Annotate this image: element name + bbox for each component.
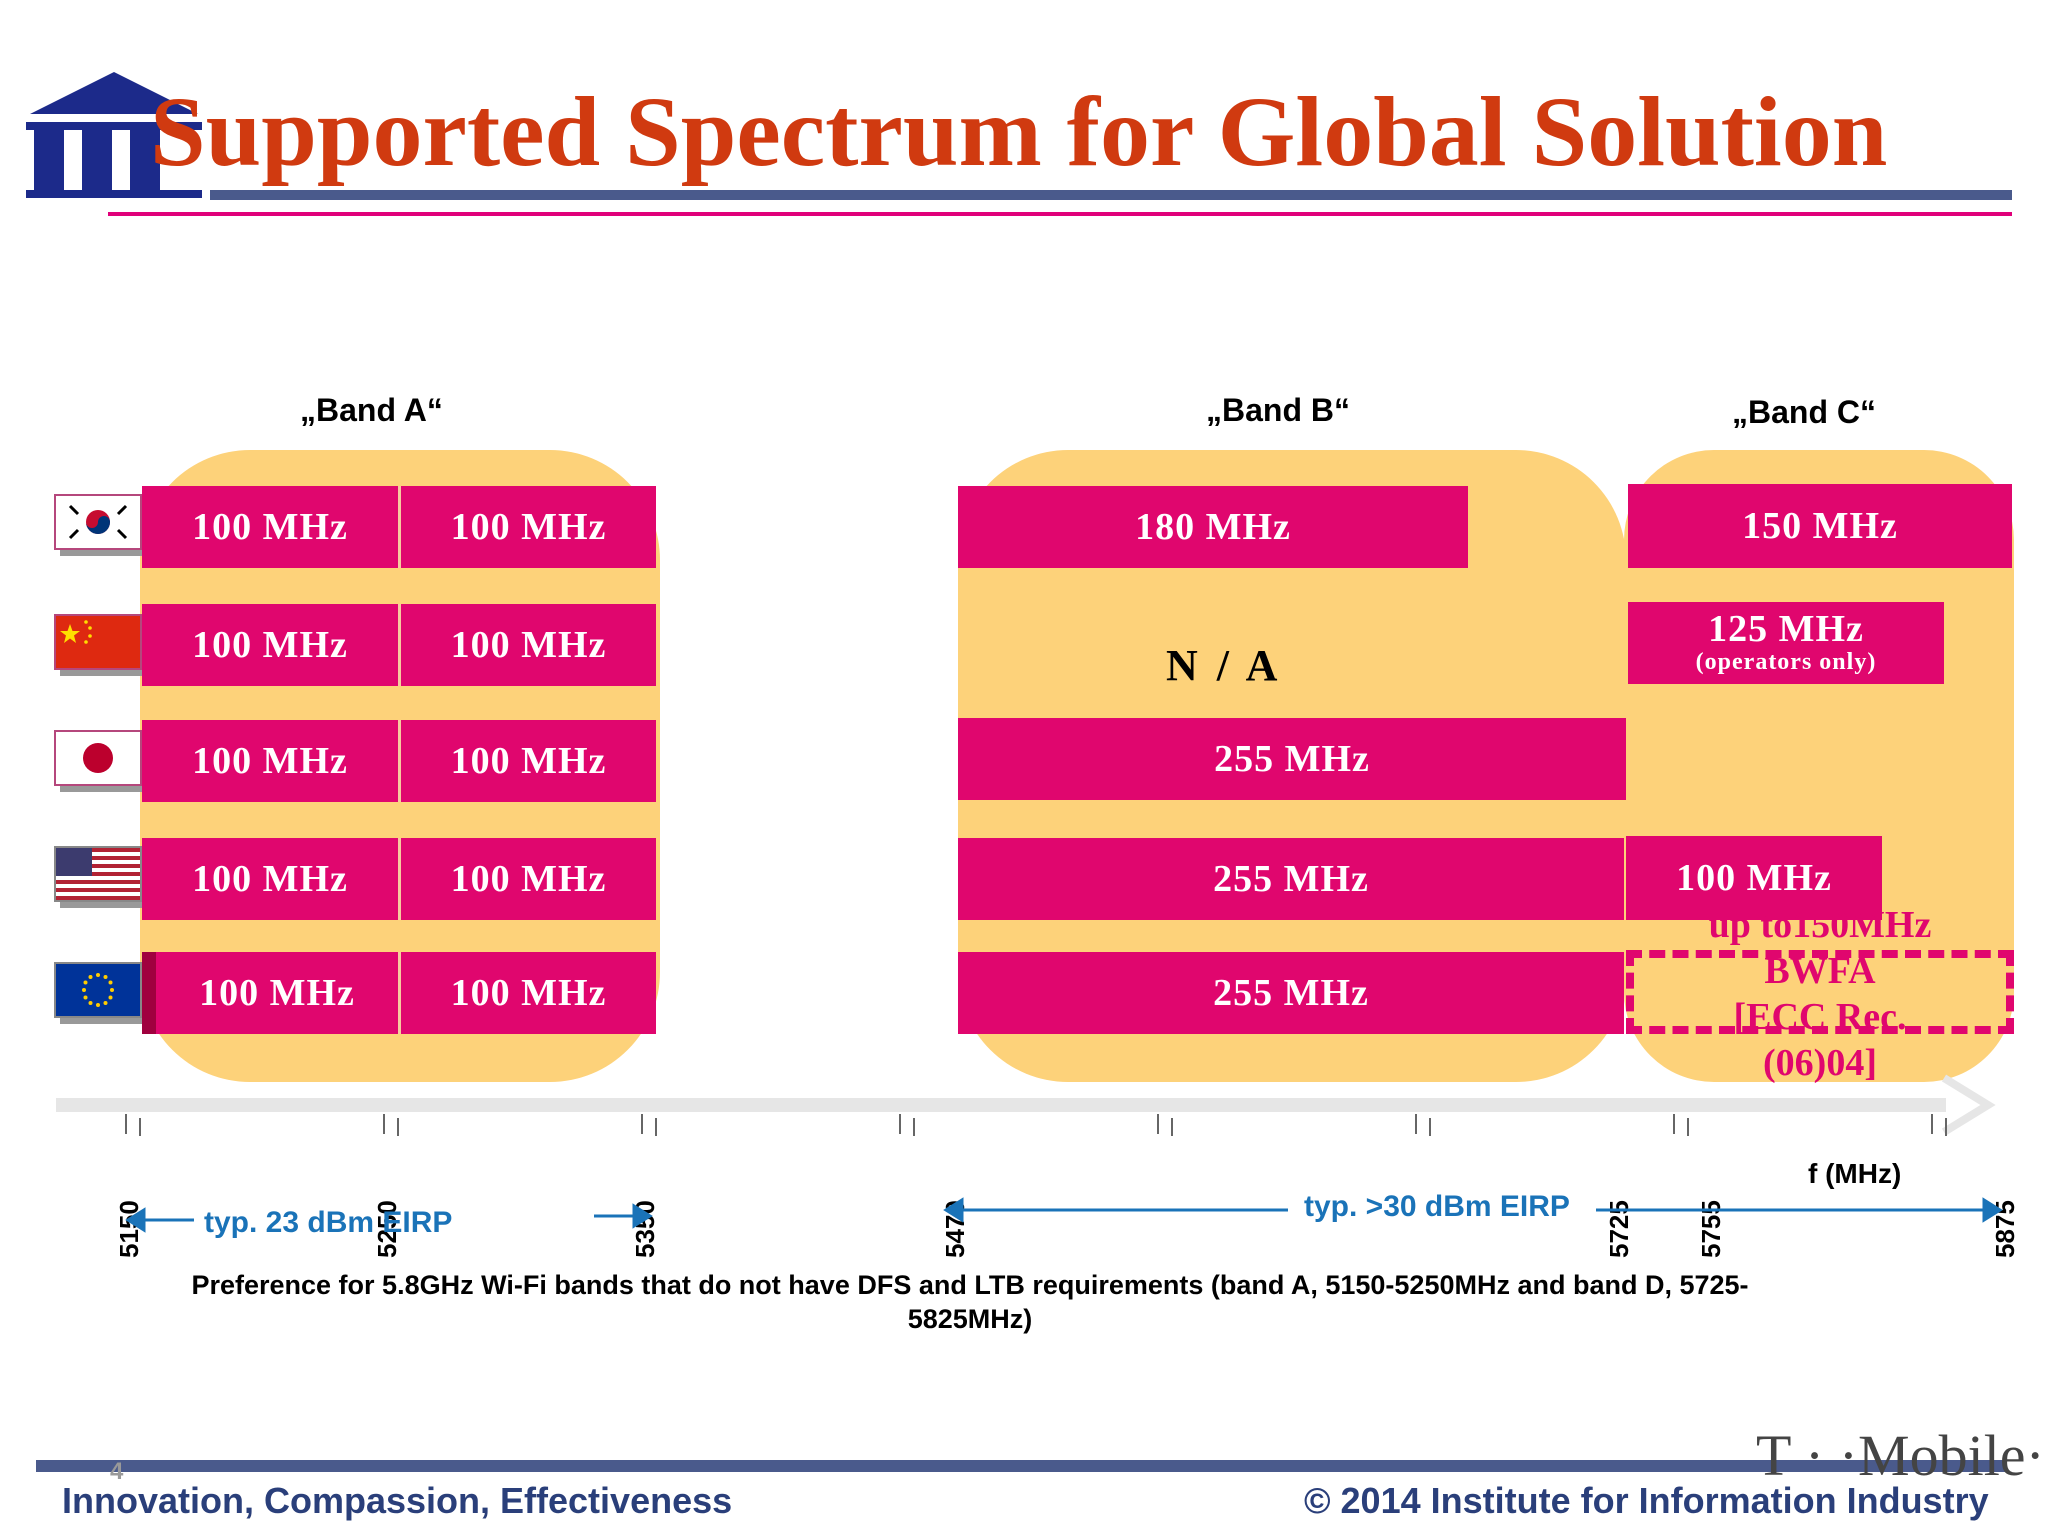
eirp-arrows <box>125 1197 2003 1233</box>
title-divider <box>108 212 2012 216</box>
band-c-eu-ecc-note: up to150MHz BWFA [ECC Rec. (06)04] <box>1600 902 2040 1086</box>
ecc-line-2: BWFA <box>1764 950 1876 992</box>
flag-usa-icon <box>54 846 142 902</box>
band-a-usa-2: 100 MHz <box>398 838 656 920</box>
page-title: Supported Spectrum for Global Solution <box>150 76 1888 187</box>
band-c-usa: 100 MHz <box>1626 836 1882 920</box>
axis-minor-ticks <box>125 1114 1947 1136</box>
band-c-korea: 150 MHz <box>1628 484 2012 568</box>
band-c-label: „Band C“ <box>1732 394 1876 430</box>
band-b-japan: 255 MHz <box>958 718 1626 800</box>
eirp-high-label: typ. >30 dBm EIRP <box>1304 1190 1570 1223</box>
band-c-china: 125 MHz (operators only) <box>1628 602 1944 684</box>
band-a-china-1: 100 MHz <box>142 604 398 686</box>
ecc-line-3: [ECC Rec. <box>1733 996 1907 1038</box>
flag-china-icon <box>54 614 142 670</box>
ecc-line-4: (06)04] <box>1763 1042 1877 1084</box>
page-number: 4 <box>110 1458 124 1485</box>
band-b-label: „Band B“ <box>1206 392 1350 428</box>
footer-copyright: © 2014 Institute for Information Industr… <box>1304 1480 1989 1521</box>
band-a-japan-1: 100 MHz <box>142 720 398 802</box>
band-b-china-na: N / A <box>1166 641 1282 690</box>
band-a-usa-1: 100 MHz <box>142 838 398 920</box>
band-a-japan-2: 100 MHz <box>398 720 656 802</box>
footer-divider <box>36 1460 2006 1472</box>
flag-eu-icon <box>54 962 142 1018</box>
band-a-label: „Band A“ <box>300 392 443 428</box>
title-underline <box>210 190 2012 200</box>
band-c-china-value: 125 MHz <box>1708 608 1864 651</box>
band-b-usa: 255 MHz <box>958 838 1624 920</box>
logo <box>26 70 202 200</box>
preference-note: Preference for 5.8GHz Wi-Fi bands that d… <box>191 1270 1749 1334</box>
t-mobile-logo: T · ·Mobile· <box>1756 1423 2045 1488</box>
band-a-china-2: 100 MHz <box>398 604 656 686</box>
band-a-eu-2: 100 MHz <box>398 952 656 1034</box>
band-a-eu-1: 100 MHz <box>142 952 398 1034</box>
band-c-eu-dashed-box <box>1626 950 2014 1034</box>
axis-arrow-icon <box>1941 1074 1996 1136</box>
band-c-china-note: (operators only) <box>1695 649 1877 676</box>
flag-korea-icon <box>54 494 142 550</box>
band-b-korea: 180 MHz <box>958 486 1468 568</box>
band-b-eu: 255 MHz <box>958 952 1624 1034</box>
frequency-axis <box>56 1098 1946 1112</box>
band-a-korea-1: 100 MHz <box>142 486 398 568</box>
flag-japan-icon <box>54 730 142 786</box>
footer-tagline: Innovation, Compassion, Effectiveness <box>62 1480 733 1521</box>
ecc-line-1: up to150MHz <box>1708 904 1932 946</box>
eirp-low-label: typ. 23 dBm EIRP <box>204 1206 453 1239</box>
band-a-korea-2: 100 MHz <box>398 486 656 568</box>
axis-unit-label: f (MHz) <box>1808 1158 1902 1189</box>
